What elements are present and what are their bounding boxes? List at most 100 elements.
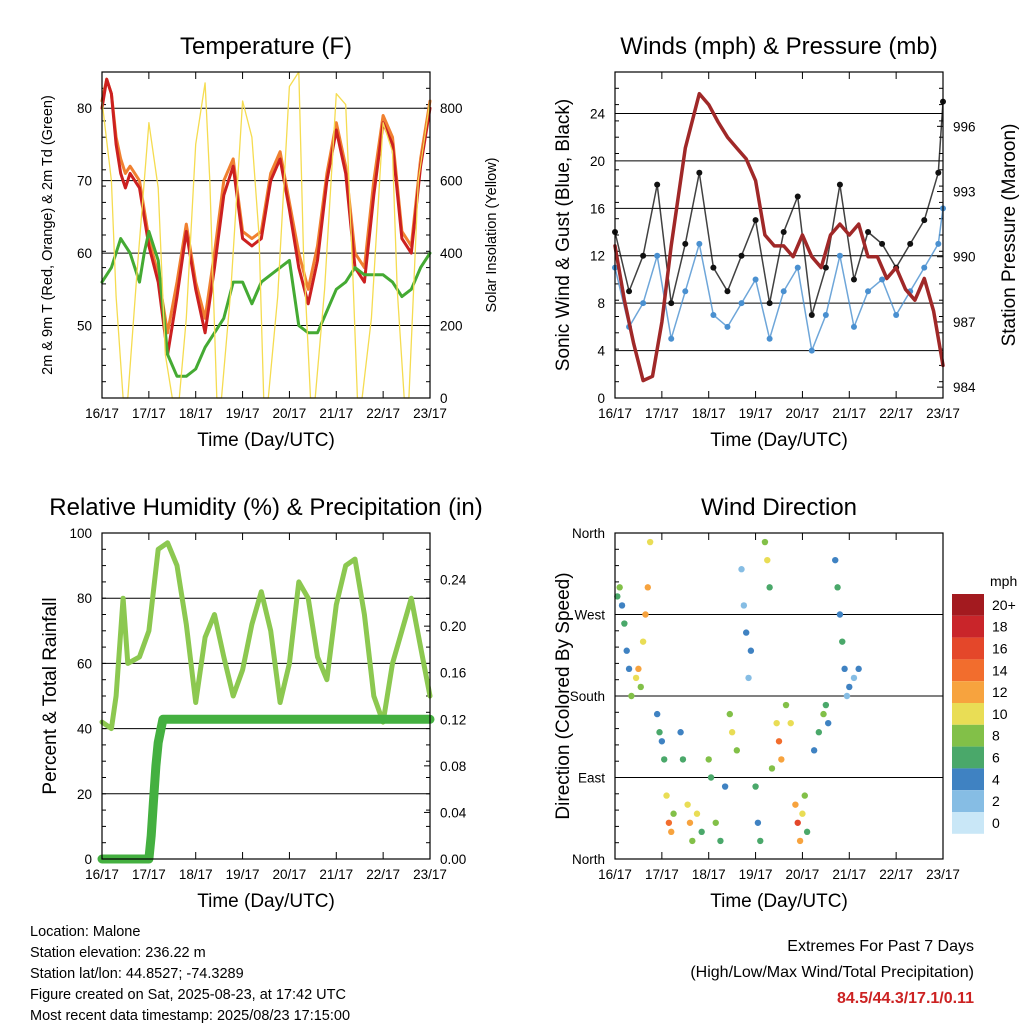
y-tick-label: 70 [77, 174, 92, 189]
direction-point [855, 665, 862, 673]
direction-point [639, 638, 647, 645]
y2-axis-label: Solar Insolation (Yellow) [484, 157, 500, 312]
x-axis-label: Time (Day/UTC) [710, 891, 848, 912]
extremes-subtitle: (High/Low/Max Wind/Total Precipitation) [690, 964, 974, 981]
direction-point [618, 602, 626, 609]
x-tick-label: 22/17 [879, 406, 913, 421]
y-tick-label: 100 [69, 526, 92, 541]
direction-point [752, 783, 759, 790]
direction-point [787, 719, 794, 727]
direction-point [644, 584, 651, 591]
direction-point [614, 593, 621, 600]
legend-label: 14 [992, 662, 1008, 678]
direction-point [677, 729, 684, 736]
direction-point [707, 774, 715, 781]
legend-label: 12 [992, 684, 1008, 700]
y2-tick-label: 996 [953, 119, 976, 134]
direction-point [635, 665, 642, 673]
x-tick-label: 22/17 [879, 867, 913, 882]
y-tick-label: 20 [77, 787, 92, 802]
legend-label: 6 [992, 750, 1000, 766]
series-line [614, 208, 944, 354]
y-tick-label: 12 [590, 249, 605, 264]
direction-point [738, 566, 745, 573]
x-tick-label: 17/17 [645, 406, 679, 421]
x-tick-label: 16/17 [85, 867, 119, 882]
plot-frame [101, 71, 431, 399]
x-tick-label: 23/17 [413, 867, 447, 882]
y-tick-label: 50 [77, 319, 92, 334]
direction-point [850, 674, 858, 682]
direction-point [834, 584, 841, 591]
direction-point [684, 801, 691, 808]
x-axis-label: Time (Day/UTC) [197, 430, 335, 451]
direction-point [721, 783, 729, 790]
direction-point [778, 756, 785, 763]
y-tick-label: 0 [597, 391, 605, 406]
legend-title: mph [990, 573, 1017, 589]
chart-winddir: Wind DirectionNorthEastSouthWestNorth16/… [553, 494, 1017, 912]
series-relative-humidity [99, 540, 433, 732]
legend-label: 20+ [992, 597, 1016, 613]
y-tick-label: 16 [590, 201, 605, 216]
legend-swatch [952, 812, 984, 834]
x-tick-label: 21/17 [832, 867, 866, 882]
x-tick-label: 19/17 [226, 867, 260, 882]
direction-point [825, 719, 832, 727]
direction-point [705, 756, 712, 763]
direction-point [686, 819, 694, 826]
direction-point [693, 810, 701, 817]
direction-point [698, 828, 705, 836]
y2-tick-label: 993 [953, 185, 976, 200]
x-tick-label: 21/17 [319, 406, 353, 421]
elevation-text: Station elevation: 236.22 m [30, 945, 206, 961]
y-tick-label: East [578, 771, 605, 786]
direction-point [782, 701, 790, 709]
direction-point [733, 747, 741, 754]
direction-point [764, 556, 771, 564]
chart-rh: Relative Humidity (%) & Precipitation (i… [40, 494, 483, 912]
y2-tick-label: 0.08 [440, 759, 466, 774]
chart-title: Relative Humidity (%) & Precipitation (i… [49, 494, 482, 521]
y-axis-label: 2m & 9m T (Red, Orange) & 2m Td (Green) [40, 95, 56, 375]
x-tick-label: 20/17 [273, 406, 307, 421]
x-tick-label: 21/17 [319, 867, 353, 882]
direction-point [836, 611, 844, 618]
direction-point [822, 701, 830, 709]
y-tick-label: 24 [590, 106, 606, 121]
y2-tick-label: 800 [440, 101, 463, 116]
direction-point [679, 756, 687, 763]
direction-point [815, 729, 823, 736]
x-tick-label: 19/17 [226, 406, 260, 421]
direction-point [668, 828, 675, 836]
extremes-values: 84.5/44.3/17.1/0.11 [836, 990, 974, 1007]
chart-temp: Temperature (F)50607080020040060080016/1… [40, 33, 500, 451]
direction-point [843, 692, 851, 700]
legend-label: 4 [992, 771, 1000, 787]
legend-swatch [952, 637, 984, 660]
plot-frame [614, 532, 944, 860]
y2-tick-label: 200 [440, 319, 463, 334]
plot-frame [614, 71, 944, 399]
y2-axis-label: Station Pressure (Maroon) [999, 124, 1020, 347]
x-tick-label: 16/17 [598, 867, 632, 882]
x-tick-label: 16/17 [85, 406, 119, 421]
direction-point [625, 665, 633, 673]
x-tick-label: 23/17 [413, 406, 447, 421]
x-tick-label: 23/17 [926, 867, 960, 882]
y2-tick-label: 0.12 [440, 712, 466, 727]
series-station-pressure [613, 91, 945, 383]
y2-tick-label: 600 [440, 174, 463, 189]
y-tick-label: West [574, 608, 605, 623]
direction-point [728, 729, 736, 736]
legend-label: 16 [992, 641, 1008, 657]
direction-point [846, 683, 853, 691]
chart-title: Winds (mph) & Pressure (mb) [620, 33, 937, 60]
x-tick-label: 19/17 [739, 867, 773, 882]
direction-point [726, 710, 733, 718]
direction-point [616, 584, 623, 591]
legend-swatch [952, 703, 984, 725]
legend-label: 0 [992, 815, 1000, 831]
legend-swatch [952, 724, 984, 747]
direction-point [717, 837, 724, 845]
